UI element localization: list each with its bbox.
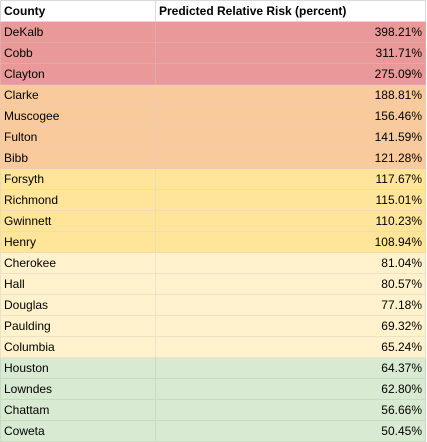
table-row: Chattam 56.66% [0, 399, 426, 421]
county-cell[interactable]: Richmond [0, 189, 156, 211]
column-header-county[interactable]: County [0, 0, 156, 22]
risk-cell[interactable]: 110.23% [155, 210, 426, 232]
county-cell[interactable]: Forsyth [0, 168, 156, 190]
header-row: County Predicted Relative Risk (percent) [0, 0, 426, 22]
risk-cell[interactable]: 81.04% [155, 252, 426, 274]
risk-cell[interactable]: 50.45% [155, 420, 426, 442]
table-row: Coweta 50.45% [0, 420, 426, 442]
county-cell[interactable]: Hall [0, 273, 156, 295]
county-cell[interactable]: Cherokee [0, 252, 156, 274]
table-row: Muscogee 156.46% [0, 105, 426, 127]
table-row: Clarke 188.81% [0, 84, 426, 106]
table-row: Houston 64.37% [0, 357, 426, 379]
table-row: Gwinnett 110.23% [0, 210, 426, 232]
county-cell[interactable]: Henry [0, 231, 156, 253]
risk-cell[interactable]: 275.09% [155, 63, 426, 85]
risk-cell[interactable]: 121.28% [155, 147, 426, 169]
county-cell[interactable]: Fulton [0, 126, 156, 148]
table-row: Douglas 77.18% [0, 294, 426, 316]
table-row: Cobb 311.71% [0, 42, 426, 64]
county-cell[interactable]: Douglas [0, 294, 156, 316]
table-body: DeKalb 398.21% Cobb 311.71% Clayton 275.09%… [0, 21, 426, 442]
county-cell[interactable]: Lowndes [0, 378, 156, 400]
risk-cell[interactable]: 80.57% [155, 273, 426, 295]
county-cell[interactable]: Houston [0, 357, 156, 379]
county-cell[interactable]: Clarke [0, 84, 156, 106]
risk-cell[interactable]: 56.66% [155, 399, 426, 421]
table-row: Cherokee 81.04% [0, 252, 426, 274]
table-row: Fulton 141.59% [0, 126, 426, 148]
risk-cell[interactable]: 117.67% [155, 168, 426, 190]
county-cell[interactable]: Columbia [0, 336, 156, 358]
risk-cell[interactable]: 69.32% [155, 315, 426, 337]
county-cell[interactable]: Muscogee [0, 105, 156, 127]
county-cell[interactable]: Chattam [0, 399, 156, 421]
risk-cell[interactable]: 188.81% [155, 84, 426, 106]
risk-cell[interactable]: 115.01% [155, 189, 426, 211]
risk-cell[interactable]: 108.94% [155, 231, 426, 253]
county-cell[interactable]: DeKalb [0, 21, 156, 43]
table-row: Clayton 275.09% [0, 63, 426, 85]
risk-cell[interactable]: 311.71% [155, 42, 426, 64]
table-row: Paulding 69.32% [0, 315, 426, 337]
county-cell[interactable]: Cobb [0, 42, 156, 64]
risk-cell[interactable]: 62.80% [155, 378, 426, 400]
county-cell[interactable]: Bibb [0, 147, 156, 169]
risk-cell[interactable]: 65.24% [155, 336, 426, 358]
table-row: Bibb 121.28% [0, 147, 426, 169]
table-row: DeKalb 398.21% [0, 21, 426, 43]
risk-cell[interactable]: 77.18% [155, 294, 426, 316]
county-cell[interactable]: Coweta [0, 420, 156, 442]
risk-cell[interactable]: 156.46% [155, 105, 426, 127]
risk-cell[interactable]: 64.37% [155, 357, 426, 379]
risk-cell[interactable]: 141.59% [155, 126, 426, 148]
table-row: Columbia 65.24% [0, 336, 426, 358]
risk-cell[interactable]: 398.21% [155, 21, 426, 43]
table-row: Forsyth 117.67% [0, 168, 426, 190]
county-cell[interactable]: Clayton [0, 63, 156, 85]
table-row: Richmond 115.01% [0, 189, 426, 211]
column-header-risk[interactable]: Predicted Relative Risk (percent) [155, 0, 426, 22]
county-cell[interactable]: Gwinnett [0, 210, 156, 232]
table-row: Hall 80.57% [0, 273, 426, 295]
county-cell[interactable]: Paulding [0, 315, 156, 337]
table-row: Lowndes 62.80% [0, 378, 426, 400]
table-row: Henry 108.94% [0, 231, 426, 253]
